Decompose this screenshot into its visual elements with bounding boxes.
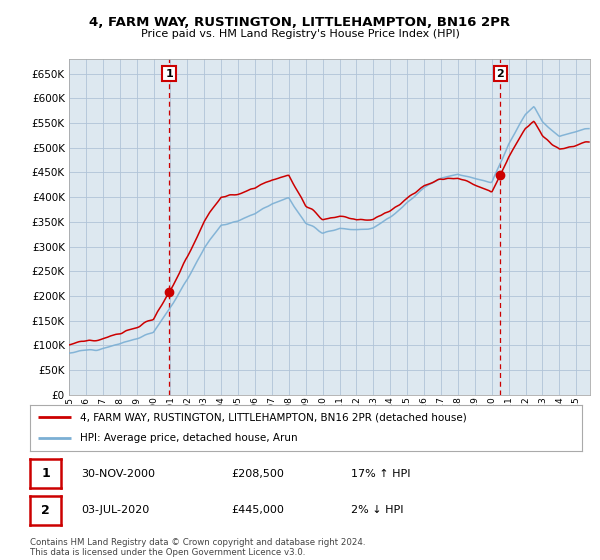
Text: 03-JUL-2020: 03-JUL-2020 (81, 505, 149, 515)
Text: 17% ↑ HPI: 17% ↑ HPI (351, 469, 410, 479)
Text: £445,000: £445,000 (231, 505, 284, 515)
Text: 4, FARM WAY, RUSTINGTON, LITTLEHAMPTON, BN16 2PR (detached house): 4, FARM WAY, RUSTINGTON, LITTLEHAMPTON, … (80, 412, 466, 422)
Text: HPI: Average price, detached house, Arun: HPI: Average price, detached house, Arun (80, 433, 298, 444)
Text: 30-NOV-2000: 30-NOV-2000 (81, 469, 155, 479)
Text: 2% ↓ HPI: 2% ↓ HPI (351, 505, 404, 515)
Text: 1: 1 (41, 467, 50, 480)
Text: £208,500: £208,500 (231, 469, 284, 479)
Text: Price paid vs. HM Land Registry's House Price Index (HPI): Price paid vs. HM Land Registry's House … (140, 29, 460, 39)
Text: 1: 1 (165, 69, 173, 78)
Text: 2: 2 (41, 503, 50, 517)
Text: 4, FARM WAY, RUSTINGTON, LITTLEHAMPTON, BN16 2PR: 4, FARM WAY, RUSTINGTON, LITTLEHAMPTON, … (89, 16, 511, 29)
Text: Contains HM Land Registry data © Crown copyright and database right 2024.
This d: Contains HM Land Registry data © Crown c… (30, 538, 365, 557)
Text: 2: 2 (496, 69, 504, 78)
